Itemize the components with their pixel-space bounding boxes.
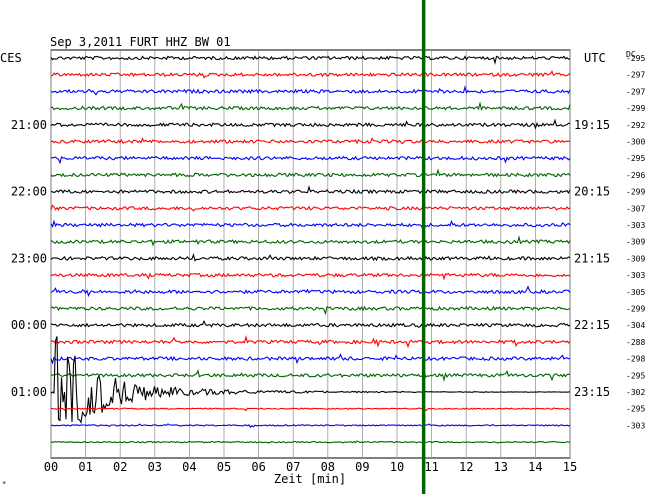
trace-line [50, 55, 571, 65]
trace-line [50, 285, 571, 298]
dc-offset-label: -298 [626, 355, 645, 364]
trace-line [50, 305, 571, 316]
event-band [421, 0, 426, 494]
dc-offset-label: -304 [626, 321, 645, 330]
dc-offset-label: -302 [626, 388, 645, 397]
trace-line [50, 440, 571, 444]
x-tick-label: 05 [217, 460, 231, 474]
trace-line [50, 423, 571, 429]
x-tick-label: 09 [355, 460, 369, 474]
trace-line [50, 168, 571, 178]
trace-line [50, 407, 571, 412]
dc-offset-label: -295 [626, 154, 645, 163]
x-tick-label: 15 [563, 460, 577, 474]
trace-line [50, 336, 571, 424]
x-tick-label: 10 [390, 460, 404, 474]
dc-offset-label: -292 [626, 121, 645, 130]
dc-offset-label: -300 [626, 138, 645, 147]
dc-offset-label: -295 [626, 54, 645, 63]
dc-offset-label: -297 [626, 71, 645, 80]
dc-offset-label: -288 [626, 338, 645, 347]
dc-offset-label: -295 [626, 405, 645, 414]
left-timezone-label: CES [0, 51, 22, 65]
trace-line [50, 137, 571, 145]
x-tick-label: 14 [528, 460, 542, 474]
dc-offset-label: -297 [626, 87, 645, 96]
right-time-label: 21:15 [574, 251, 610, 265]
trace-line [50, 70, 571, 79]
dc-offset-label: -299 [626, 188, 645, 197]
trace-line [50, 155, 571, 165]
dc-offset-label: -296 [626, 171, 645, 180]
left-time-label: 23:00 [11, 251, 47, 265]
right-time-label: 20:15 [574, 185, 610, 199]
trace-group [50, 55, 571, 444]
trace-line [50, 353, 571, 365]
dc-offset-label: -303 [626, 271, 645, 280]
dc-offset-label: -303 [626, 421, 645, 430]
trace-line [50, 319, 571, 328]
trace-line [50, 85, 571, 96]
x-tick-label: 11 [424, 460, 438, 474]
x-tick-label: 03 [148, 460, 162, 474]
chart-title: Sep 3,2011 FURT HHZ BW 01 [50, 35, 231, 49]
x-tick-label: 04 [182, 460, 196, 474]
axis-labels: 00 01 02 03 04 05 06 07 08 09 10 11 12 13 14 15 21:00 22:… [11, 54, 646, 474]
plot-frame [50, 49, 571, 459]
dc-offset-label: -307 [626, 204, 645, 213]
trace-line [50, 335, 571, 349]
trace-line [50, 185, 571, 195]
x-tick-label: 02 [113, 460, 127, 474]
left-time-label: 01:00 [11, 385, 47, 399]
dc-offset-label: -303 [626, 221, 645, 230]
trace-line [50, 369, 571, 383]
x-axis-title: Zeit [min] [274, 472, 346, 486]
dc-offset-label: -309 [626, 254, 645, 263]
left-time-label: 22:00 [11, 185, 47, 199]
x-tick-label: 13 [494, 460, 508, 474]
dc-offset-label: -299 [626, 305, 645, 314]
dc-offset-label: -299 [626, 104, 645, 113]
trace-line [50, 272, 571, 281]
dc-offset-label: -295 [626, 371, 645, 380]
trace-line [50, 252, 571, 262]
dc-offset-header: DC [626, 50, 636, 59]
right-time-label: 19:15 [574, 118, 610, 132]
right-timezone-label: UTC [584, 51, 606, 65]
x-tick-label: 12 [459, 460, 473, 474]
right-time-label: 23:15 [574, 385, 610, 399]
trace-line [50, 101, 571, 112]
trace-line [50, 235, 571, 247]
dc-offset-label: -305 [626, 288, 645, 297]
trace-line [50, 118, 571, 130]
dc-offset-label: -309 [626, 238, 645, 247]
x-tick-label: 07 [286, 460, 300, 474]
trace-line [50, 204, 571, 212]
x-tick-label: 08 [321, 460, 335, 474]
left-time-label: 21:00 [11, 118, 47, 132]
left-time-label: 00:00 [11, 318, 47, 332]
x-tick-label: 00 [44, 460, 58, 474]
x-tick-label: 01 [78, 460, 92, 474]
event-marker [421, 0, 426, 494]
x-tick-label: 06 [251, 460, 265, 474]
trace-line [50, 219, 571, 232]
plot-grid [50, 49, 571, 459]
right-time-label: 22:15 [574, 318, 610, 332]
corner-mark: * [2, 480, 6, 488]
